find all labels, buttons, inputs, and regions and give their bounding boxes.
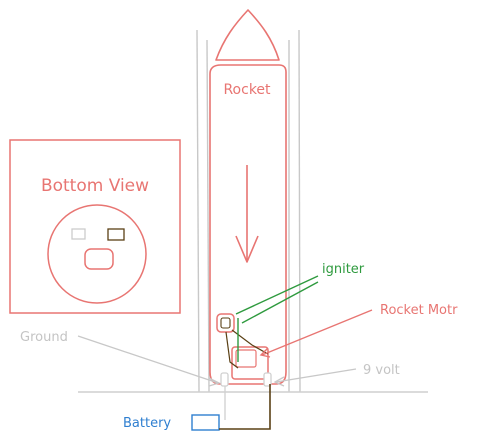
ground-terminal: [220, 372, 229, 387]
nine-volt-label: 9 volt: [363, 363, 400, 378]
bottom-view-panel: Bottom View: [9, 139, 181, 314]
rocket-motor-pointer: [259, 309, 373, 358]
battery-icon: [191, 414, 220, 431]
ground-pointer-line: [77, 335, 219, 384]
rocket-motor-pointer-head: [259, 347, 271, 358]
rocket-motor-label: Rocket Motr: [380, 303, 458, 318]
igniter-pointer-upper: [235, 275, 319, 315]
battery-label: Battery: [123, 416, 171, 431]
bottom-view-frame: [9, 139, 181, 314]
ground-contact-square: [71, 228, 86, 240]
rocket-label: Rocket: [223, 82, 271, 98]
thrust-arrow-head: [235, 235, 259, 263]
positive-terminal: [263, 372, 272, 387]
rocket-motor-pointer-line: [261, 309, 373, 356]
motor-nozzle: [235, 349, 257, 368]
rocket-body: [209, 64, 287, 385]
terminal-posts: [220, 372, 272, 387]
igniter-tip: [216, 313, 235, 333]
igniter-label: igniter: [322, 262, 365, 277]
rail-right-outer: [298, 29, 301, 393]
positive-wire: [219, 384, 271, 430]
ground-label: Ground: [20, 330, 68, 345]
igniter-head: [220, 317, 231, 329]
ground-pointer: [77, 335, 221, 387]
igniter-lead-left: [225, 331, 239, 369]
rocket-motor: [216, 313, 269, 380]
rail-left-inner: [206, 39, 210, 393]
igniter-pointer: [235, 275, 319, 362]
nozzle-outline: [84, 248, 114, 270]
rocket: [209, 9, 287, 385]
ground-pointer-head: [208, 377, 221, 387]
nine-volt-pointer: [273, 368, 357, 387]
rocket-nose-cone: [215, 9, 280, 61]
bottom-view-title: Bottom View: [41, 176, 149, 196]
igniter-pointer-lower: [241, 281, 319, 324]
positive-contact-square: [107, 228, 125, 241]
nine-volt-pointer-line: [275, 368, 357, 383]
rail-left-outer: [196, 29, 200, 393]
nine-volt-pointer-head: [273, 376, 285, 387]
rocket-base-circle: [47, 204, 147, 304]
launch-rail: [196, 29, 301, 393]
